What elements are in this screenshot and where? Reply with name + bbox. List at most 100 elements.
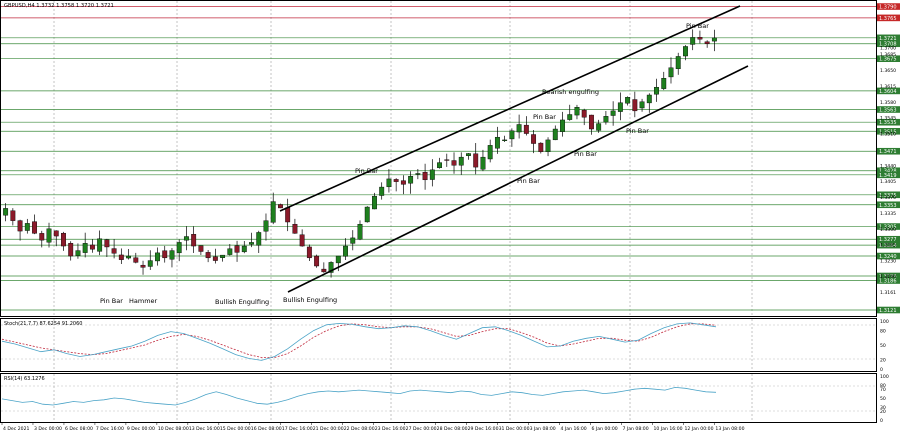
time-tick-label: 28 Dec 08:00: [437, 426, 468, 432]
candle-bear: [531, 134, 537, 144]
candle-bull: [466, 153, 471, 156]
level-tag: [877, 147, 900, 155]
time-tick-label: 23 Dec 16:00: [375, 426, 406, 432]
candle-bear: [118, 254, 124, 260]
candlestick-series: [3, 29, 717, 278]
candle-bull: [386, 178, 392, 188]
candle-bear: [704, 41, 710, 44]
candle-bull: [545, 139, 551, 152]
rsi-title: RSI(14) 63.1276: [4, 376, 45, 382]
candle-bull: [126, 255, 132, 259]
candle-bull: [379, 186, 385, 196]
candle-bear: [306, 246, 312, 259]
candle-bull: [596, 123, 602, 131]
level-tag-label: 1.3535: [879, 120, 897, 126]
candle-bull: [82, 243, 88, 253]
candle-bear: [17, 220, 23, 232]
stoch-signal-line: [1, 323, 717, 358]
annotation-pin-bar-5: Pin Bar: [574, 150, 597, 158]
candle-bull: [183, 236, 189, 241]
candle-bear: [400, 180, 406, 185]
time-tick-label: 22 Dec 08:00: [344, 426, 375, 432]
candle-bear: [212, 256, 218, 261]
candle-bear: [588, 114, 594, 130]
candle-bull: [227, 248, 233, 255]
candle-bear: [53, 230, 59, 237]
candle-bull: [241, 245, 247, 253]
level-tag-label: 1.3515: [879, 129, 897, 135]
candle-bear: [278, 204, 283, 209]
candle-bull: [335, 255, 341, 264]
level-tag-label: 1.3196: [879, 274, 897, 280]
candle-bull: [372, 195, 377, 210]
level-tag-label: 1.3305: [879, 225, 897, 231]
level-tag: [877, 40, 900, 48]
candle-bull: [429, 169, 435, 180]
time-tick-label: 4 Jan 16:00: [561, 426, 587, 432]
candle-bull: [494, 136, 500, 149]
indicator-tick-label: 30: [880, 405, 886, 411]
candle-bull: [415, 173, 421, 175]
annotation-pin-bar-4: Pin Bar: [533, 113, 556, 121]
candle-bear: [581, 109, 587, 118]
candle-bear: [39, 233, 45, 241]
time-tick-label: 10 Jan 16:00: [653, 426, 682, 432]
candle-bear: [299, 234, 305, 247]
support-resistance-levels: [1, 6, 876, 311]
candle-bull: [625, 97, 631, 104]
level-tag: [877, 277, 900, 284]
time-tick-label: 12 Jan 00:00: [684, 426, 713, 432]
level-tag: [877, 223, 900, 230]
candle-bear: [422, 172, 428, 181]
level-tag-label: 1.3186: [879, 279, 897, 285]
candle-bull: [574, 107, 580, 116]
candle-bear: [697, 37, 703, 40]
annotation-pin-bar-1: Pin Bar: [100, 297, 123, 305]
level-tag: [877, 191, 900, 199]
candle-bull: [176, 242, 182, 254]
candle-bear: [205, 252, 211, 259]
time-tick-label: 3 Dec 00:00: [34, 426, 62, 432]
level-tag-label: 1.3721: [879, 36, 897, 42]
resistance-tag-label: 1.3765: [879, 16, 897, 22]
level-tag: [877, 106, 900, 113]
candle-bull: [675, 56, 681, 70]
candle-bear: [473, 153, 479, 168]
price-tick-label: 1.3580: [880, 100, 896, 106]
candle-bull: [668, 67, 674, 78]
candle-bear: [61, 232, 66, 247]
price-tick-label: 1.3196: [880, 274, 896, 280]
candle-bull: [617, 102, 623, 112]
candle-bull: [220, 254, 226, 258]
candle-bear: [292, 223, 298, 234]
candle-bear: [234, 245, 240, 253]
level-tag-label: 1.3264: [879, 243, 897, 249]
annotation-bearish-engulfing: Bearish engulfing: [542, 88, 599, 96]
candle-bear: [314, 255, 320, 267]
indicator-tick-label: 50: [880, 343, 886, 349]
level-tag: [877, 118, 900, 126]
stoch-reference-lines: [1, 324, 876, 360]
candle-bull: [270, 201, 276, 223]
pattern-annotations: Pin Bar Hammer Bullish Engulfing Bullish…: [100, 22, 709, 306]
level-tag: [877, 167, 900, 175]
candle-bear: [523, 124, 529, 134]
candle-bull: [46, 228, 52, 243]
level-tag-label: 1.3471: [879, 149, 897, 155]
level-tag-label: 1.3708: [879, 42, 897, 48]
candle-bull: [169, 250, 175, 260]
indicator-tick-label: 50: [880, 396, 886, 402]
level-tag-label: 1.3419: [879, 173, 897, 179]
time-tick-label: 29 Dec 16:00: [468, 426, 499, 432]
candle-bear: [10, 210, 16, 221]
price-tick-label: 1.3650: [880, 68, 896, 74]
indicator-tick-label: 80: [880, 329, 886, 335]
rsi-reference-lines: [1, 385, 876, 412]
indicator-tick-label: 20: [880, 357, 886, 363]
candle-bull: [357, 224, 363, 240]
time-tick-label: 21 Dec 00:00: [313, 426, 344, 432]
candle-bear: [89, 244, 95, 250]
candle-bear: [191, 234, 197, 247]
resistance-tag: [877, 3, 900, 10]
level-tag: [877, 34, 900, 42]
